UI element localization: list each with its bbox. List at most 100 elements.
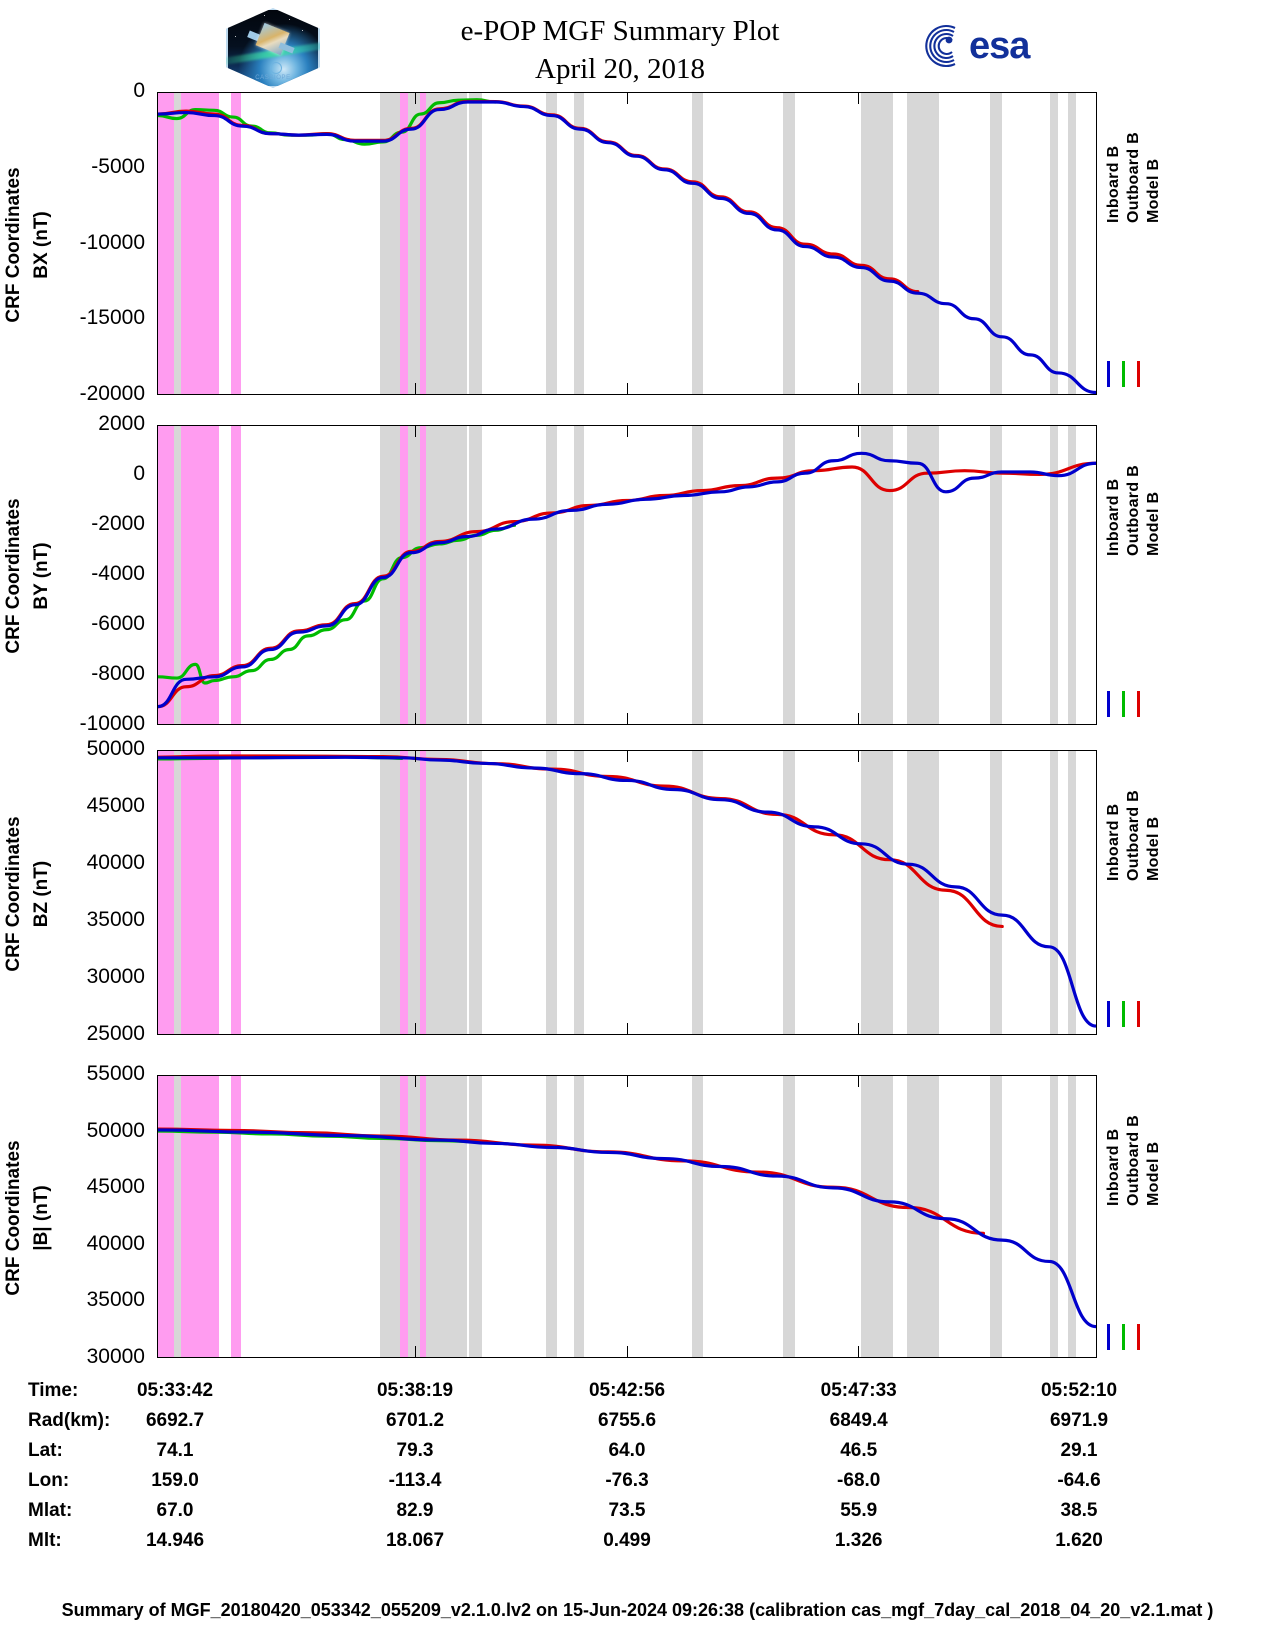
legend-label-model-b: Model B	[1145, 816, 1162, 881]
trace-layer-bx	[158, 93, 1096, 394]
y-axis-title-line1-by: CRF Coordinates	[3, 498, 24, 654]
table-cell: 1.326	[834, 1530, 883, 1551]
shaded-band-gray	[1067, 426, 1077, 724]
x-tick-mark	[627, 1076, 628, 1087]
legend-swatch-outboard-b	[1122, 361, 1125, 387]
table-cell: 05:42:56	[588, 1380, 666, 1401]
shaded-band-pink	[399, 1076, 408, 1357]
shaded-band-pink	[230, 1076, 241, 1357]
shaded-band-pink	[230, 93, 241, 394]
table-cell: 55.9	[840, 1500, 878, 1521]
x-tick-mark	[627, 93, 628, 104]
legend-label-inboard-b: Inboard B	[1105, 1128, 1122, 1206]
trace-bx-outboard-b	[158, 100, 496, 144]
shaded-band-pink	[399, 93, 408, 394]
shaded-band-gray	[691, 426, 703, 724]
shaded-band-pink	[158, 426, 175, 724]
table-row-label: Time:	[28, 1380, 79, 1401]
legend-swatch-model-b	[1137, 361, 1140, 387]
x-tick-mark	[415, 1076, 417, 1087]
shaded-band-gray	[380, 751, 401, 1034]
x-tick-mark	[627, 1023, 628, 1034]
legend-label-model-b: Model B	[1145, 491, 1162, 556]
table-row: Rad(km): 6692.7 6701.2 6755.6 6849.4 6971.9	[0, 1410, 1275, 1440]
shaded-band-pink	[419, 426, 426, 724]
shaded-band-gray	[173, 1076, 182, 1357]
footer-summary-note: Summary of MGF_20180420_053342_055209_v2…	[61, 1600, 1214, 1620]
cassiope-mission-logo: CASSIOPE	[213, 6, 333, 90]
x-tick-mark	[415, 93, 417, 104]
table-cell: 18.067	[385, 1530, 445, 1551]
x-tick-mark	[858, 713, 860, 724]
trace-by-inboard-b	[158, 453, 1096, 706]
shaded-band-gray	[545, 93, 558, 394]
table-cell: 38.5	[1060, 1500, 1098, 1521]
page-header: CASSIOPE e-POP MGF Summary Plot April 20…	[0, 0, 1275, 92]
legend-bz: Inboard B Outboard B Model B	[1105, 790, 1175, 1035]
plot-panel-bx	[157, 92, 1097, 395]
legend-swatch-model-b	[1137, 691, 1140, 717]
shaded-band-gray	[573, 1076, 585, 1357]
plot-area-by	[158, 426, 1096, 724]
shaded-band-pink	[419, 751, 426, 1034]
shaded-band-gray	[573, 751, 585, 1034]
shaded-band-gray	[1067, 1076, 1077, 1357]
title-line-1: e-POP MGF Summary Plot	[460, 15, 780, 47]
x-tick-mark	[858, 751, 860, 762]
shaded-band-gray	[861, 93, 894, 394]
legend-label-model-b: Model B	[1145, 1141, 1162, 1206]
x-tick-mark	[627, 1346, 628, 1357]
legend-bx: Inboard B Outboard B Model B	[1105, 132, 1175, 395]
y-tick-mark	[157, 426, 158, 427]
shaded-band-gray	[424, 1076, 467, 1357]
shaded-band-gray	[989, 426, 1003, 724]
shaded-band-gray	[691, 1076, 703, 1357]
shaded-band-pink	[399, 426, 408, 724]
cassiope-wordmark: CASSIOPE	[255, 75, 291, 82]
legend-label-model-b: Model B	[1145, 158, 1162, 223]
table-cell: 05:38:19	[376, 1380, 454, 1401]
table-cell: 6692.7	[145, 1410, 205, 1431]
y-tick-mark	[157, 320, 158, 321]
shaded-band-gray	[1050, 1076, 1059, 1357]
shaded-band-gray	[989, 751, 1003, 1034]
table-cell: 73.5	[608, 1500, 646, 1521]
table-cell: 6701.2	[385, 1410, 445, 1431]
x-tick-mark	[415, 1023, 417, 1034]
y-axis-title-line2-bz: BZ (nT)	[31, 860, 52, 927]
y-tick-mark	[157, 1246, 158, 1247]
y-tick-mark	[157, 1302, 158, 1303]
x-tick-mark	[627, 383, 628, 394]
x-tick-mark	[858, 1076, 860, 1087]
trace-bmag-model-b	[158, 1129, 983, 1233]
table-cell: 05:52:10	[1040, 1380, 1118, 1401]
shaded-band-gray	[861, 751, 894, 1034]
esa-wordmark: esa	[969, 25, 1030, 67]
shaded-band-gray	[545, 751, 558, 1034]
shaded-band-gray	[380, 93, 401, 394]
table-cell: 82.9	[396, 1500, 434, 1521]
shaded-band-gray	[545, 426, 558, 724]
table-cell: 6849.4	[829, 1410, 888, 1431]
legend-swatch-inboard-b	[1107, 1001, 1110, 1027]
trace-bx-inboard-b	[158, 102, 1096, 392]
x-tick-mark	[627, 426, 628, 437]
y-axis-title-line1-bz: CRF Coordinates	[3, 815, 24, 972]
table-cell: 05:33:42	[136, 1380, 214, 1401]
shaded-band-gray	[1050, 426, 1059, 724]
legend-swatch-outboard-b	[1122, 1001, 1125, 1027]
table-cell: -76.3	[605, 1470, 649, 1491]
legend-label-outboard-b: Outboard B	[1125, 132, 1142, 223]
x-tick-mark	[415, 713, 417, 724]
trace-bmag-inboard-b	[158, 1130, 1096, 1327]
shaded-band-gray	[380, 1076, 401, 1357]
legend-label-outboard-b: Outboard B	[1125, 1115, 1142, 1206]
shaded-band-gray	[989, 1076, 1003, 1357]
page-title: e-POP MGF Summary Plot April 20, 2018	[350, 12, 890, 88]
table-row: Mlat: 67.0 82.9 73.5 55.9 38.5	[0, 1500, 1275, 1530]
table-cell: 05:47:33	[820, 1380, 897, 1401]
legend-swatch-model-b	[1137, 1001, 1140, 1027]
shaded-band-gray	[1067, 751, 1077, 1034]
shaded-band-pink	[230, 751, 241, 1034]
y-tick-mark	[157, 922, 158, 923]
